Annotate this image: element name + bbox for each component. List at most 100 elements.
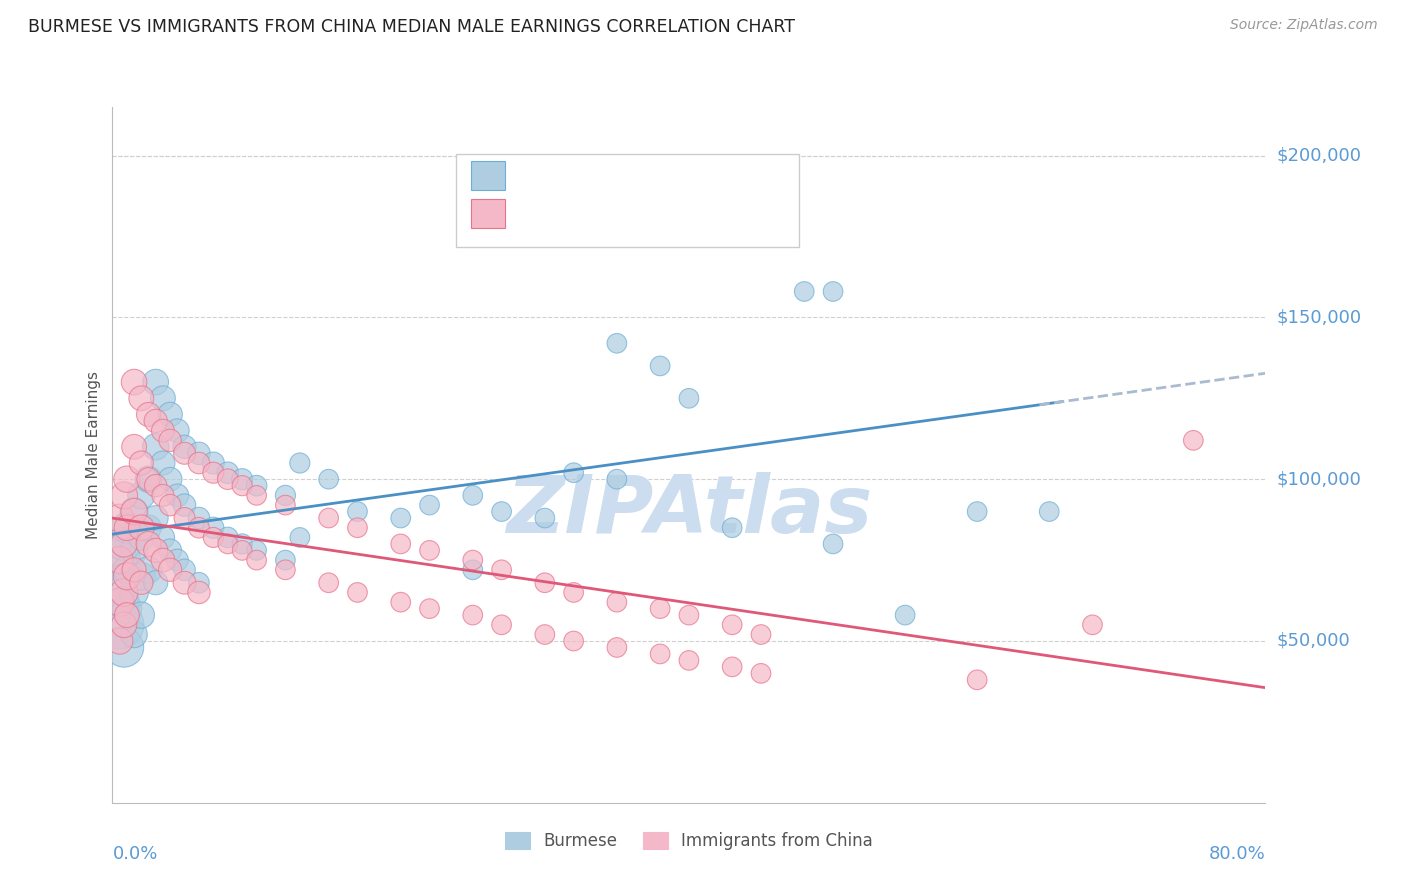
Point: [166, 553, 188, 567]
Point: [461, 488, 484, 502]
Point: [346, 504, 368, 518]
Point: [389, 595, 412, 609]
Point: [108, 595, 131, 609]
Point: [749, 627, 772, 641]
Point: [721, 521, 744, 535]
Point: [122, 543, 145, 558]
Point: [202, 466, 225, 480]
Text: R = -0.194   N = 77: R = -0.194 N = 77: [512, 205, 703, 223]
Point: [108, 553, 131, 567]
Point: [129, 575, 153, 590]
Point: [173, 563, 195, 577]
Point: [231, 472, 253, 486]
Point: [108, 617, 131, 632]
Point: [274, 488, 297, 502]
Point: [245, 478, 267, 492]
Point: [274, 498, 297, 512]
Point: [173, 440, 195, 454]
Point: [231, 478, 253, 492]
Point: [129, 488, 153, 502]
Point: [217, 531, 239, 545]
Point: [115, 563, 138, 577]
Point: [1038, 504, 1060, 518]
Point: [138, 472, 160, 486]
Point: [245, 488, 267, 502]
Point: [173, 446, 195, 460]
Point: [389, 537, 412, 551]
Text: 0.0%: 0.0%: [112, 845, 157, 863]
Point: [188, 511, 211, 525]
Text: 80.0%: 80.0%: [1209, 845, 1265, 863]
Point: [533, 575, 555, 590]
Point: [138, 472, 160, 486]
Point: [966, 673, 988, 687]
Point: [217, 537, 239, 551]
Point: [129, 521, 153, 535]
Text: $200,000: $200,000: [1277, 146, 1361, 165]
Point: [112, 617, 135, 632]
Point: [159, 408, 181, 422]
Point: [749, 165, 772, 179]
Point: [112, 640, 135, 655]
Point: [145, 575, 167, 590]
Text: R =  0.284   N = 73: R = 0.284 N = 73: [512, 167, 703, 185]
Point: [533, 511, 555, 525]
Point: [138, 521, 160, 535]
Point: [129, 392, 153, 406]
Point: [749, 666, 772, 681]
Point: [648, 647, 672, 661]
Point: [159, 434, 181, 448]
Point: [793, 285, 815, 299]
Point: [648, 359, 672, 373]
Point: [115, 472, 138, 486]
Point: [202, 531, 225, 545]
Point: [159, 563, 181, 577]
Point: [145, 440, 167, 454]
Point: [138, 563, 160, 577]
Point: [112, 488, 135, 502]
Point: [152, 488, 174, 502]
Point: [419, 498, 441, 512]
Point: [721, 617, 744, 632]
Point: [115, 521, 138, 535]
Point: [419, 543, 441, 558]
Point: [821, 285, 844, 299]
Point: [346, 585, 368, 599]
Point: [1182, 434, 1205, 448]
Point: [145, 375, 167, 389]
Point: [108, 634, 131, 648]
Point: [966, 504, 988, 518]
Point: [166, 488, 188, 502]
Point: [188, 456, 211, 470]
Point: [188, 521, 211, 535]
Point: [108, 511, 131, 525]
Point: [245, 553, 267, 567]
Point: [188, 446, 211, 460]
Text: BURMESE VS IMMIGRANTS FROM CHINA MEDIAN MALE EARNINGS CORRELATION CHART: BURMESE VS IMMIGRANTS FROM CHINA MEDIAN …: [28, 18, 796, 36]
Point: [145, 478, 167, 492]
Point: [491, 504, 513, 518]
Point: [217, 472, 239, 486]
Point: [648, 601, 672, 615]
Point: [159, 498, 181, 512]
Point: [318, 575, 340, 590]
Point: [108, 575, 131, 590]
Point: [152, 456, 174, 470]
Point: [217, 466, 239, 480]
Point: [112, 585, 135, 599]
Point: [152, 424, 174, 438]
Point: [122, 585, 145, 599]
Point: [274, 553, 297, 567]
Point: [122, 375, 145, 389]
Point: [129, 531, 153, 545]
Point: [129, 608, 153, 623]
Point: [491, 617, 513, 632]
Text: ZIPAtlas: ZIPAtlas: [506, 472, 872, 549]
Legend: Burmese, Immigrants from China: Burmese, Immigrants from China: [499, 826, 879, 857]
Point: [1081, 617, 1104, 632]
Point: [112, 537, 135, 551]
Text: $150,000: $150,000: [1277, 309, 1361, 326]
Point: [606, 640, 628, 655]
Point: [419, 601, 441, 615]
Point: [389, 511, 412, 525]
